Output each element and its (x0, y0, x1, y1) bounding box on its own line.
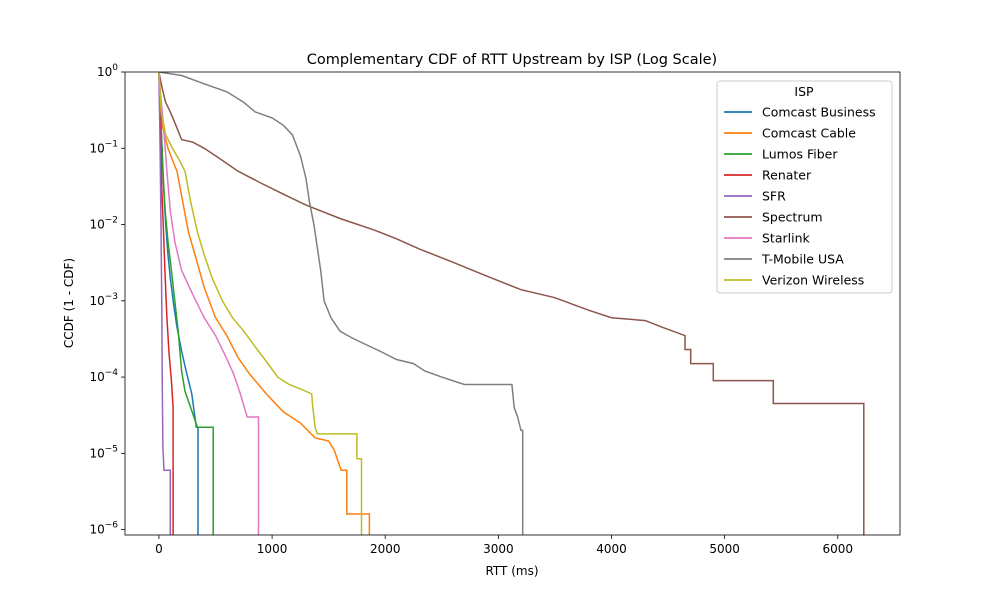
x-tick-label: 1000 (257, 542, 288, 556)
x-tick-label: 6000 (823, 542, 854, 556)
legend-label-1: Comcast Cable (762, 126, 856, 141)
series-line-5 (158, 72, 865, 535)
x-tick-label: 4000 (596, 542, 627, 556)
x-tick-label: 0 (155, 542, 163, 556)
legend-title: ISP (794, 84, 814, 99)
y-tick-label: 10−5 (89, 444, 118, 460)
legend-label-4: SFR (762, 189, 786, 204)
x-tick-label: 5000 (709, 542, 740, 556)
legend-label-5: Spectrum (762, 210, 823, 225)
legend-label-2: Lumos Fiber (762, 147, 838, 162)
legend-label-0: Comcast Business (762, 105, 876, 120)
legend-label-3: Renater (762, 168, 812, 183)
y-axis-label: CCDF (1 - CDF) (62, 258, 76, 348)
y-tick-label: 10−2 (89, 216, 118, 232)
legend-box (716, 80, 893, 294)
y-tick-label: 10−6 (89, 521, 118, 537)
x-axis: 0 1000 2000 3000 4000 5000 6000 (155, 535, 853, 556)
series-layer (158, 72, 865, 535)
legend-items: Comcast Business Comcast Cable Lumos Fiber… (724, 105, 876, 288)
y-axis: 100 10−1 10−2 10−3 10−4 10−5 10−6 (89, 63, 125, 537)
y-tick-label: 100 (97, 63, 118, 79)
series-line-7 (158, 72, 524, 535)
legend-label-6: Starlink (762, 231, 811, 246)
x-axis-label: RTT (ms) (485, 564, 538, 578)
legend-label-7: T-Mobile USA (761, 252, 844, 267)
x-tick-label: 3000 (483, 542, 514, 556)
x-tick-label: 2000 (370, 542, 401, 556)
series-line-4 (158, 72, 172, 535)
legend: ISP Comcast Business Comcast Cable Lumos F… (716, 80, 893, 294)
series-line-3 (158, 72, 174, 535)
chart-title: Complementary CDF of RTT Upstream by ISP… (307, 52, 717, 68)
series-line-2 (158, 72, 214, 535)
series-line-1 (158, 72, 371, 535)
series-line-8 (158, 72, 363, 535)
y-tick-label: 10−3 (89, 292, 118, 308)
y-tick-label: 10−1 (89, 139, 118, 155)
series-line-6 (158, 72, 260, 535)
legend-label-8: Verizon Wireless (762, 273, 864, 288)
y-tick-label: 10−4 (89, 368, 118, 384)
plot-frame (124, 71, 901, 536)
